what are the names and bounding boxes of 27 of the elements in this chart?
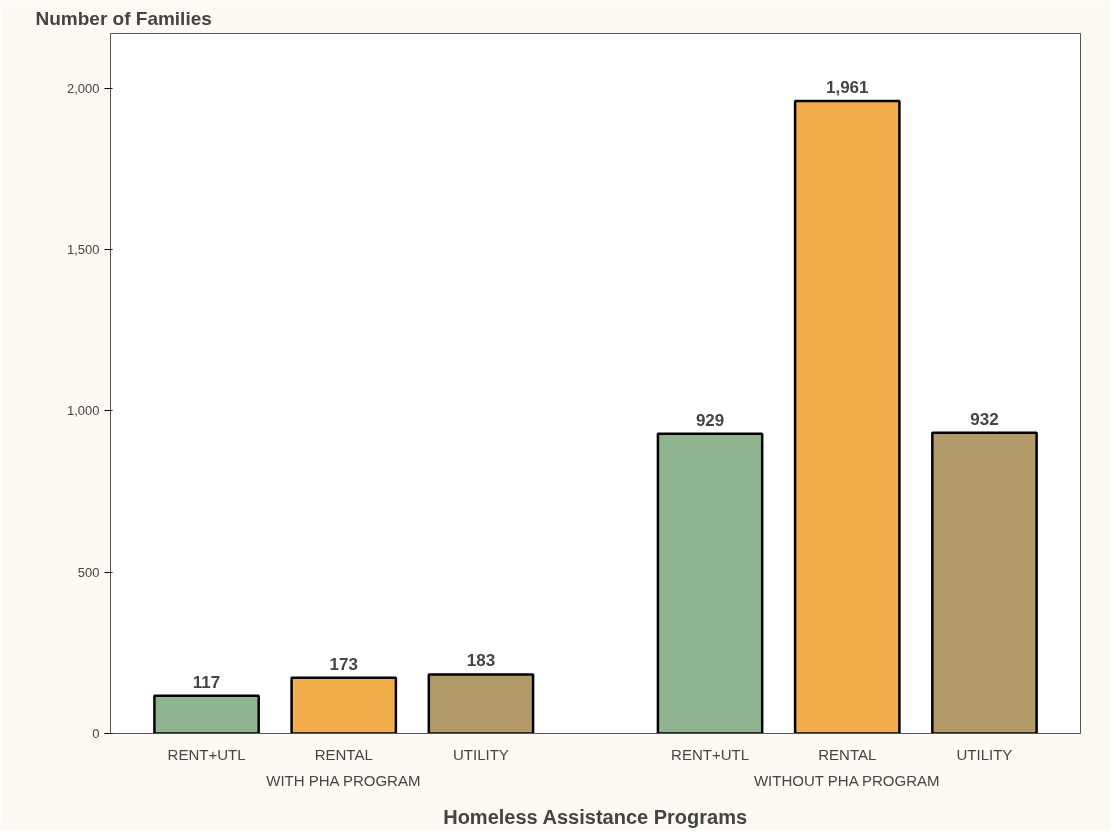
data-label: 173 xyxy=(329,654,358,674)
text: RENT+UTL xyxy=(671,745,750,763)
series-label: RENTAL xyxy=(314,745,373,763)
x-axis-title: Homeless Assistance Programs xyxy=(443,805,748,828)
bar xyxy=(290,676,398,734)
text: UTILITY xyxy=(956,745,1013,763)
x-tick-label: WITH PHA PROGRAM xyxy=(266,771,421,789)
data-label: 183 xyxy=(466,651,496,671)
bar xyxy=(153,694,260,734)
y-tick-label: 0 xyxy=(92,726,100,741)
series-label: UTILITY xyxy=(453,745,509,763)
y-tick-label: 2,000 xyxy=(66,80,100,96)
series-label: RENT+UTL xyxy=(167,745,246,763)
x-tick-label: WITHOUT PHA PROGRAM xyxy=(753,771,940,789)
data-label: 1,961 xyxy=(825,77,869,97)
y-tick-label: 500 xyxy=(77,564,100,580)
y-tick-label: 1,000 xyxy=(66,403,100,419)
text: RENTAL xyxy=(818,745,877,763)
y-tick-label: 1,500 xyxy=(66,242,100,258)
bar xyxy=(427,673,535,734)
data-label: 932 xyxy=(970,409,999,429)
y-axis-title: Number of Families xyxy=(35,7,212,29)
bar xyxy=(656,432,764,734)
bar xyxy=(931,431,1038,734)
bar xyxy=(793,99,901,734)
data-label: 929 xyxy=(695,410,725,430)
data-label: 117 xyxy=(192,672,221,692)
